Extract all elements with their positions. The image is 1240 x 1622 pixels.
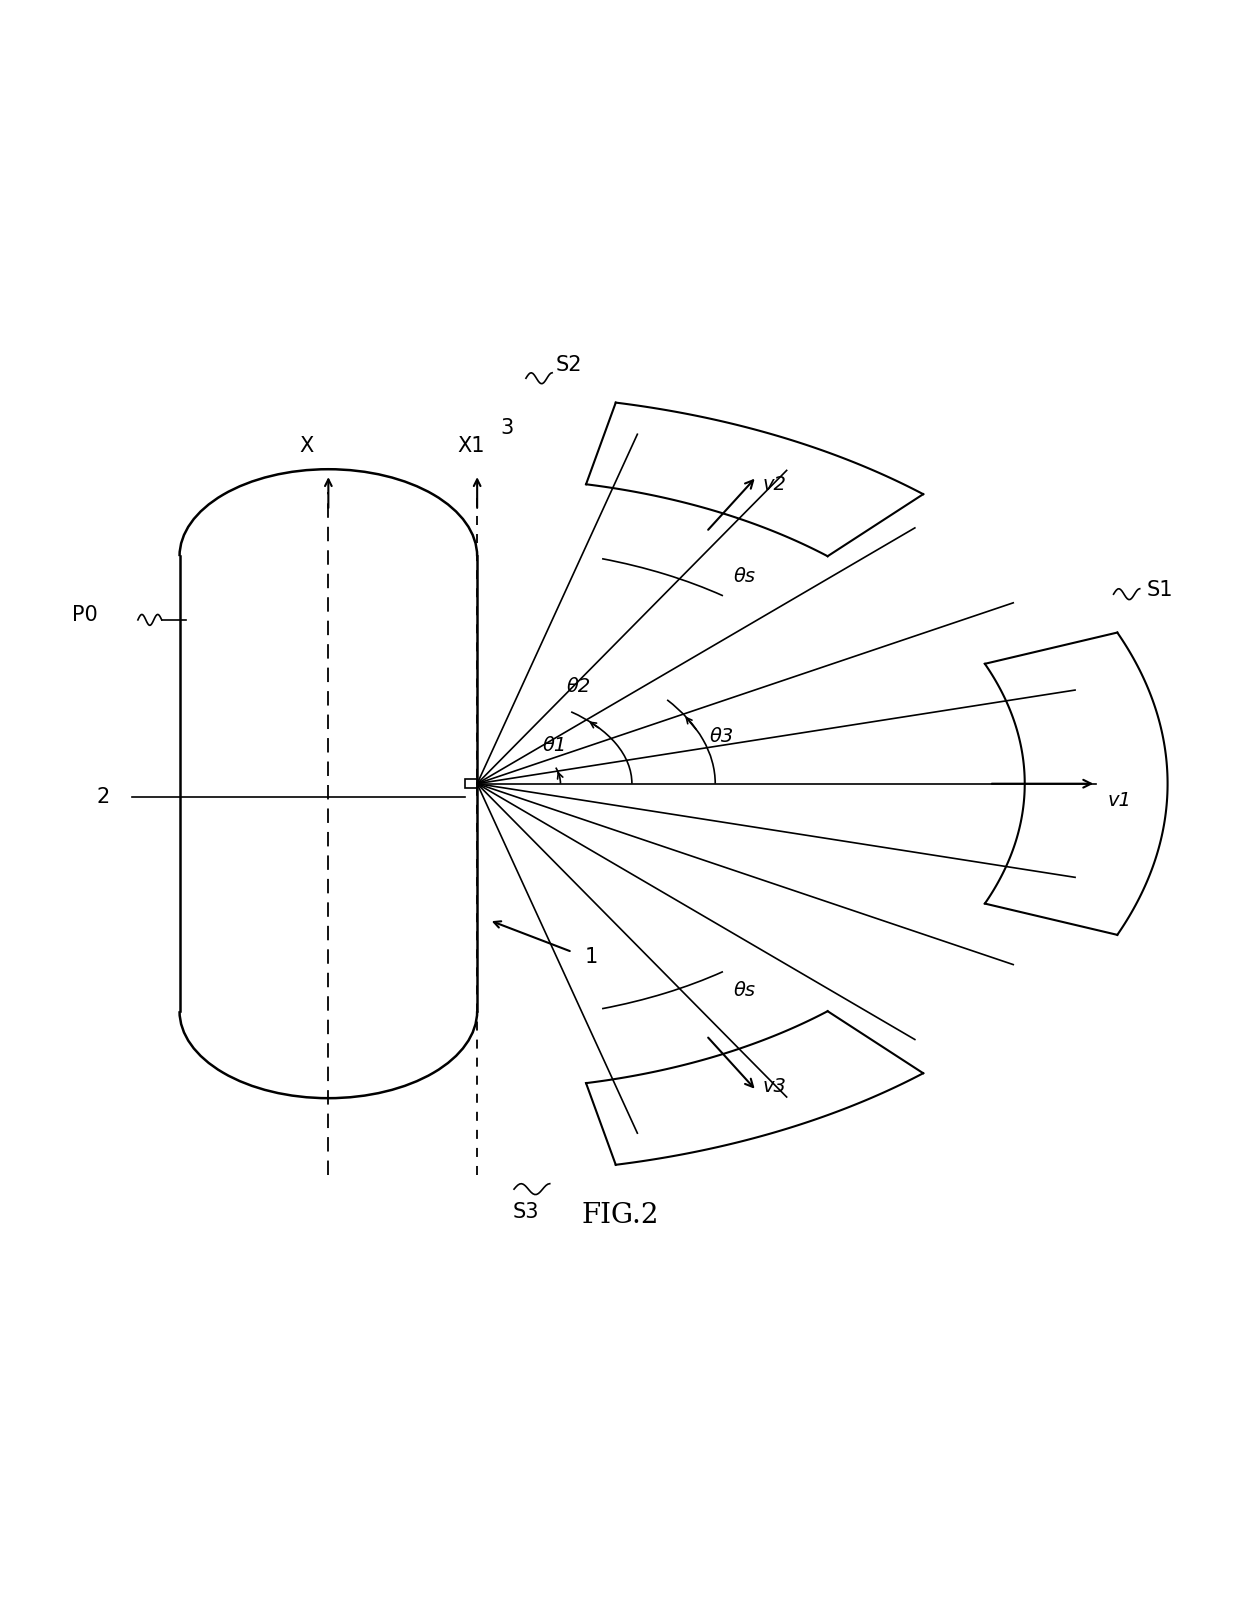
Text: X1: X1: [458, 436, 485, 456]
Text: v3: v3: [763, 1077, 786, 1095]
Text: 2: 2: [97, 787, 109, 808]
Text: θ2: θ2: [567, 676, 590, 696]
Text: X: X: [300, 436, 314, 456]
Text: P0: P0: [72, 605, 98, 626]
Text: S2: S2: [556, 355, 583, 375]
Text: θs: θs: [733, 568, 755, 586]
Text: θ1: θ1: [543, 736, 567, 754]
Bar: [465, 779, 477, 788]
Text: v1: v1: [1109, 790, 1132, 809]
Text: v2: v2: [763, 475, 786, 493]
Text: FIG.2: FIG.2: [582, 1202, 658, 1229]
Text: S1: S1: [1147, 579, 1173, 600]
Text: 3: 3: [500, 418, 513, 438]
Text: S3: S3: [512, 1202, 539, 1221]
Text: θ3: θ3: [709, 727, 734, 746]
Text: 1: 1: [584, 947, 598, 967]
Text: θs: θs: [733, 981, 755, 1001]
